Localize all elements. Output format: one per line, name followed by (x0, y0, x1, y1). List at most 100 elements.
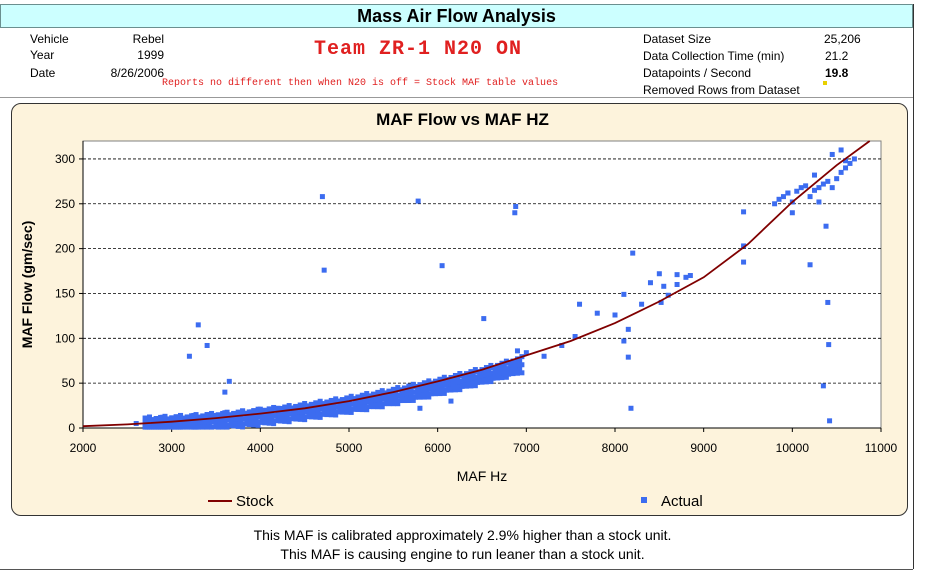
data-point (501, 362, 507, 368)
data-point (514, 348, 520, 354)
data-point (282, 418, 288, 424)
data-point (311, 411, 317, 417)
data-point (149, 417, 155, 423)
data-point (222, 389, 228, 395)
data-point (829, 151, 835, 157)
data-point (499, 375, 505, 381)
data-point (390, 401, 396, 407)
data-point (317, 414, 323, 420)
data-point (825, 299, 831, 305)
data-point (237, 412, 243, 418)
data-point (204, 342, 210, 348)
data-point (242, 421, 248, 427)
data-point (829, 185, 835, 191)
data-point (417, 394, 423, 400)
data-point (237, 421, 243, 427)
data-point (142, 415, 148, 421)
data-point (816, 185, 822, 191)
data-point (661, 283, 667, 289)
data-point (268, 408, 274, 414)
data-point (184, 414, 190, 420)
data-point (687, 273, 693, 279)
data-point (257, 419, 263, 425)
data-point (424, 391, 430, 397)
year-value: 1999 (137, 48, 164, 62)
data-point (807, 194, 813, 200)
y-tick-label: 250 (55, 197, 75, 211)
y-tick-label: 300 (55, 152, 75, 166)
data-point (470, 380, 476, 386)
data-point (346, 406, 352, 412)
grid-lines (83, 158, 881, 384)
data-point (251, 422, 257, 428)
data-point (455, 384, 461, 390)
data-point (594, 310, 600, 316)
data-point (189, 413, 195, 419)
data-point (379, 404, 385, 410)
data-point (803, 183, 809, 189)
data-point (495, 375, 501, 381)
data-point (466, 373, 472, 379)
data-point (798, 185, 804, 191)
y-tick-label: 50 (62, 376, 76, 390)
data-point (158, 414, 164, 420)
x-tick-label: 6000 (424, 441, 451, 455)
data-point (776, 196, 782, 202)
data-point (364, 407, 370, 413)
x-tick-label: 7000 (513, 441, 540, 455)
data-point (421, 394, 427, 400)
data-point (233, 420, 239, 426)
data-point (468, 383, 474, 389)
data-point (315, 411, 321, 417)
year-label: Year (30, 48, 55, 62)
data-point (215, 412, 221, 418)
x-axis-label: MAF Hz (457, 468, 508, 484)
data-point (439, 378, 445, 384)
data-point (541, 353, 547, 359)
data-point (432, 391, 438, 397)
data-point (319, 194, 325, 200)
data-point (404, 387, 410, 393)
data-point (823, 223, 829, 229)
data-point (193, 412, 199, 418)
data-point (459, 383, 465, 389)
data-point (794, 188, 800, 194)
y-tick-label: 150 (55, 286, 75, 300)
data-point (816, 199, 822, 205)
data-point (461, 380, 467, 386)
data-point (514, 370, 520, 376)
data-point (741, 209, 747, 215)
data-point (217, 421, 223, 427)
x-tick-label: 10000 (776, 441, 810, 455)
data-point (368, 400, 374, 406)
data-point (313, 414, 319, 420)
data-point (286, 419, 292, 425)
data-point (377, 401, 383, 407)
data-point (843, 165, 849, 171)
data-point (155, 418, 161, 424)
data-point (226, 378, 232, 384)
data-point (741, 259, 747, 265)
data-point (506, 371, 512, 377)
data-point (656, 271, 662, 277)
data-point (248, 419, 254, 425)
data-point (344, 409, 350, 415)
x-tick-label: 2000 (70, 441, 97, 455)
data-point (275, 415, 281, 421)
data-point (419, 384, 425, 390)
data-point (353, 403, 359, 409)
legend: Stock Actual (208, 493, 703, 510)
data-point (820, 181, 826, 187)
data-point (355, 406, 361, 412)
data-point (408, 394, 414, 400)
data-point (335, 409, 341, 415)
data-point (211, 413, 217, 419)
data-point (435, 380, 441, 386)
data-point (435, 388, 441, 394)
data-point (215, 424, 221, 430)
data-point (428, 391, 434, 397)
data-point (175, 416, 181, 422)
data-point (674, 272, 680, 278)
data-point (639, 301, 645, 307)
data-point (466, 380, 472, 386)
